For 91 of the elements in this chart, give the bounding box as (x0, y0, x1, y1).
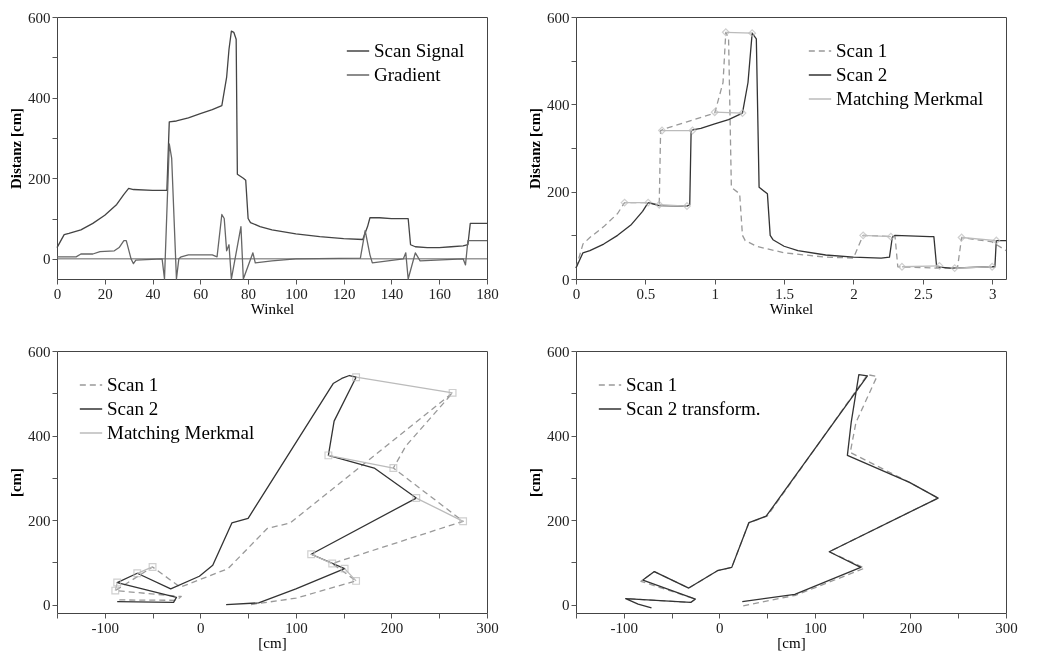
y-tick-label: 600 (28, 9, 51, 26)
point (988, 262, 997, 271)
y-tick-label: 0 (562, 271, 570, 288)
x-tick-label: 180 (476, 285, 499, 302)
x-tick-label: 160 (428, 285, 451, 302)
y-tick-label: 400 (28, 428, 51, 445)
point (113, 578, 122, 587)
x-tick-label: 200 (899, 619, 923, 636)
x-axis-title: Winkel (769, 300, 814, 317)
legend-label: Matching Merkmal (107, 422, 255, 443)
y-axis-title: [cm] (527, 467, 543, 498)
x-tick-label: 200 (380, 619, 404, 636)
y-tick-label: 200 (547, 184, 570, 201)
point (133, 569, 142, 578)
y-tick-label: 400 (28, 90, 51, 107)
y-tick-label: 0 (43, 597, 51, 614)
point (448, 388, 457, 397)
y-tick-label: 400 (547, 428, 570, 445)
legend-label: Scan 2 transform. (626, 398, 761, 419)
legend-label: Scan 1 (107, 374, 159, 395)
point (352, 576, 361, 585)
y-axis-title: [cm] (8, 467, 24, 498)
point (859, 231, 868, 240)
point (748, 29, 757, 38)
point (992, 236, 1001, 245)
point (324, 451, 333, 460)
x-tick-label: 1.5 (775, 285, 794, 302)
legend-label: Scan 2 (836, 64, 888, 85)
x-tick-label: 40 (145, 285, 161, 302)
y-tick-label: 0 (43, 251, 51, 268)
point (655, 200, 664, 209)
y-tick-label: 600 (547, 343, 570, 360)
point (683, 202, 691, 211)
x-tick-label: 80 (241, 285, 257, 302)
legend-label: Gradient (374, 64, 442, 85)
x-tick-label: 100 (285, 285, 308, 302)
x-tick-label: 300 (995, 619, 1018, 636)
x-tick-label: 120 (332, 285, 356, 302)
x-tick-label: 2.5 (913, 285, 933, 302)
point (738, 109, 747, 118)
point (620, 198, 629, 207)
y-axis-title: Distanz [cm] (8, 107, 24, 190)
y-tick-label: 600 (28, 343, 51, 360)
point (111, 586, 120, 595)
legend-label: Scan 1 (626, 374, 678, 395)
x-tick-label: 60 (193, 285, 209, 302)
point (644, 198, 653, 207)
x-tick-label: 3 (988, 285, 997, 302)
point (957, 233, 966, 242)
x-tick-label: 2 (850, 285, 858, 302)
x-tick-label: 100 (285, 619, 308, 636)
point (721, 28, 730, 37)
legend-label: Scan Signal (374, 40, 465, 61)
point (328, 559, 337, 568)
x-tick-label: 300 (476, 619, 499, 636)
y-tick-label: 200 (547, 512, 570, 529)
x-tick-label: 100 (804, 619, 827, 636)
point (412, 494, 421, 503)
point (148, 562, 157, 571)
x-axis-title: [cm] (777, 634, 806, 651)
legend-label: Scan 1 (836, 40, 888, 61)
point (459, 517, 468, 526)
point (950, 264, 959, 273)
y-tick-label: 200 (28, 170, 51, 187)
point (340, 564, 349, 573)
x-axis-title: [cm] (258, 634, 287, 651)
x-axis-title: Winkel (250, 300, 295, 317)
x-tick-label: -100 (610, 619, 639, 636)
point (688, 126, 697, 135)
y-axis-title: Distanz [cm] (527, 107, 543, 190)
point (389, 464, 398, 473)
x-tick-label: 0 (197, 619, 205, 636)
y-tick-label: 0 (562, 597, 570, 614)
legend-label: Scan 2 (107, 398, 159, 419)
y-tick-label: 400 (547, 96, 570, 113)
x-tick-label: 1 (711, 285, 719, 302)
y-tick-label: 200 (28, 512, 51, 529)
x-tick-label: -100 (91, 619, 120, 636)
x-tick-label: 20 (97, 285, 113, 302)
x-tick-label: 0 (716, 619, 724, 636)
x-tick-label: 0.5 (636, 285, 656, 302)
point (886, 232, 895, 241)
legend-label: Matching Merkmal (836, 88, 984, 109)
point (935, 261, 944, 270)
point (352, 373, 361, 382)
point (898, 262, 906, 271)
point (710, 108, 719, 117)
point (658, 126, 666, 135)
x-tick-label: 140 (380, 285, 404, 302)
y-tick-label: 600 (547, 9, 570, 26)
point (307, 550, 316, 559)
